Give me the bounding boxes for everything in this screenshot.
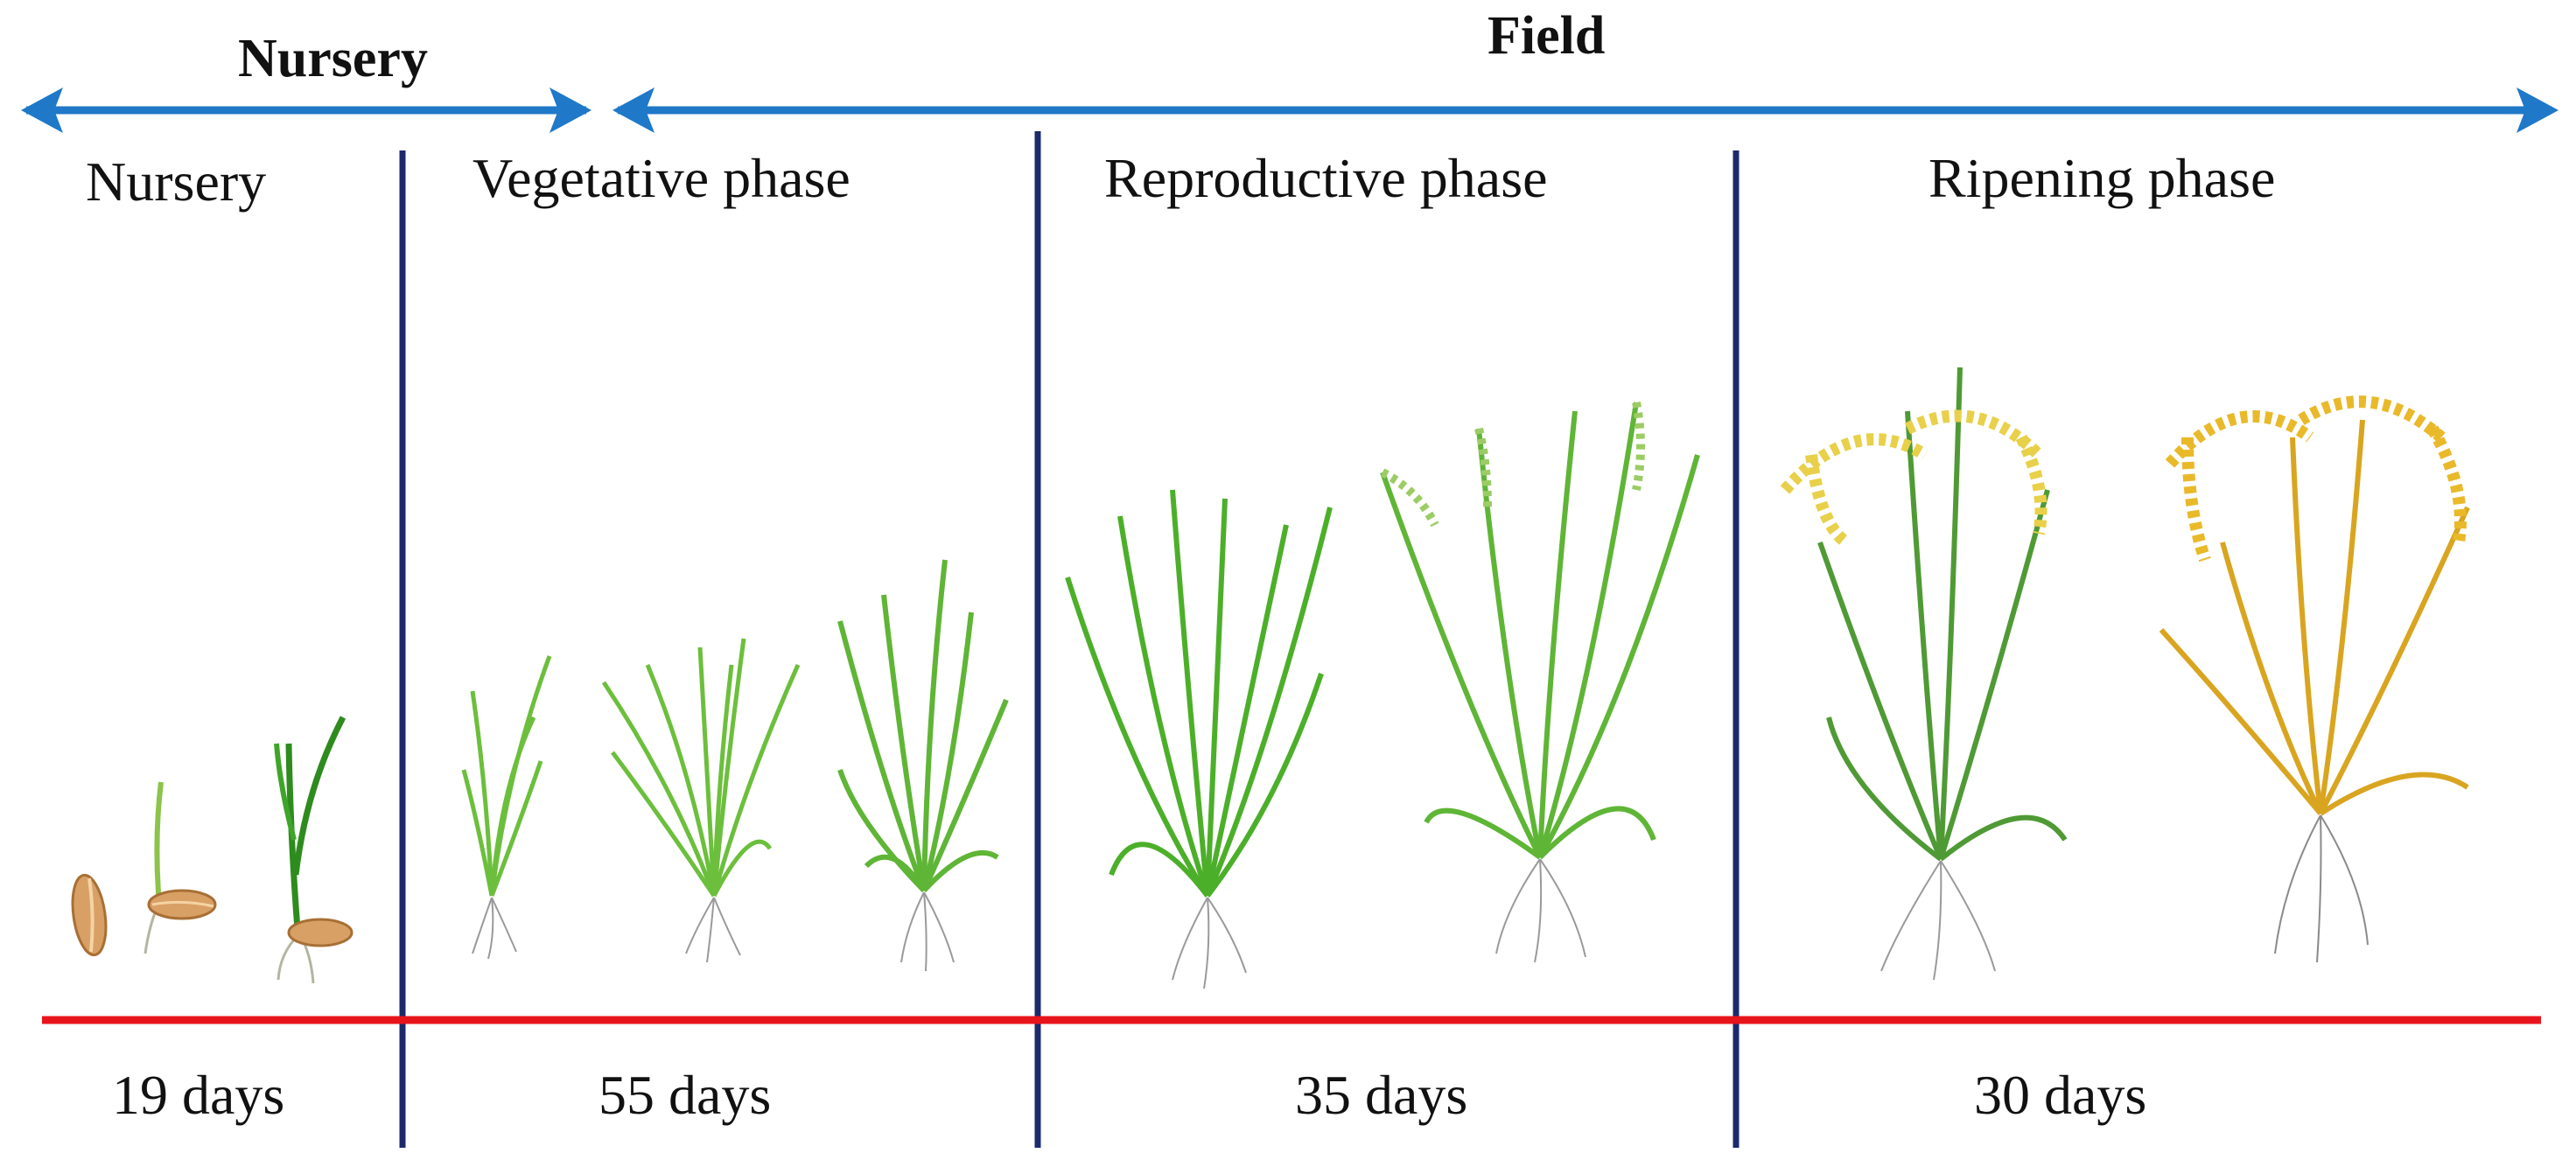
young-plant-illustration bbox=[461, 655, 552, 960]
duration-reproductive: 35 days bbox=[1295, 1064, 1468, 1126]
field-top-label: Field bbox=[1488, 6, 1606, 66]
duration-nursery: 19 days bbox=[112, 1064, 285, 1126]
phase-label-reproductive: Reproductive phase bbox=[1104, 147, 1548, 209]
nursery-span-arrow bbox=[21, 87, 592, 133]
tillering-plant-illustration bbox=[601, 638, 801, 963]
seedling-illustration bbox=[274, 716, 354, 984]
heading-plant-illustration bbox=[1065, 489, 1333, 989]
duration-vegetative: 55 days bbox=[598, 1064, 772, 1126]
nursery-top-label: Nursery bbox=[238, 29, 428, 88]
phase-label-vegetative: Vegetative phase bbox=[472, 147, 850, 209]
duration-ripening: 30 days bbox=[1974, 1064, 2147, 1126]
phase-label-nursery: Nursery bbox=[86, 150, 267, 213]
milky-stage-plant-illustration bbox=[1780, 367, 2068, 981]
mature-plant-illustration bbox=[2159, 395, 2470, 963]
germinating-seed-illustration bbox=[144, 781, 217, 954]
phase-label-ripening: Ripening phase bbox=[1928, 147, 2276, 209]
booting-plant-illustration bbox=[837, 559, 1009, 972]
field-span-arrow bbox=[612, 87, 2558, 133]
seed-illustration bbox=[71, 873, 108, 957]
flowering-plant-illustration bbox=[1380, 402, 1700, 963]
